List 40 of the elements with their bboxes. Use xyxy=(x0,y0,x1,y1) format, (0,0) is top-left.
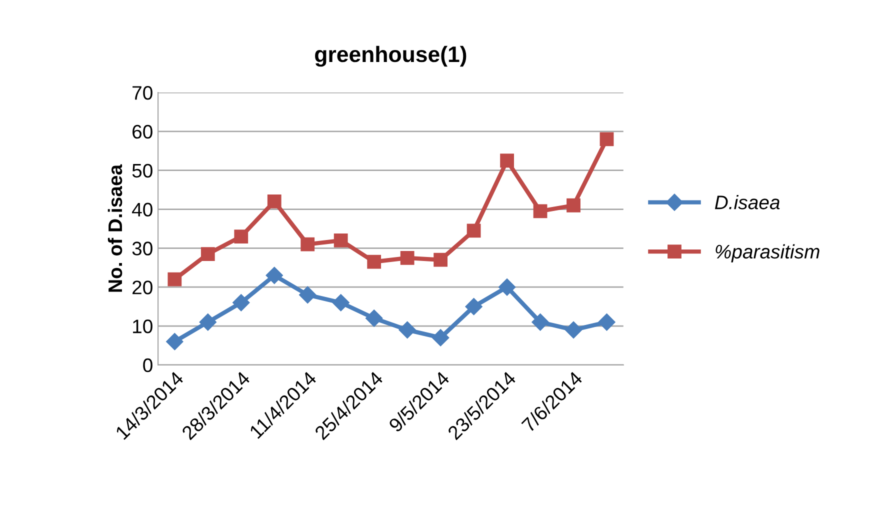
point xyxy=(466,224,481,238)
point xyxy=(367,254,382,269)
y-tick-label: 20 xyxy=(132,280,152,294)
point xyxy=(168,272,182,286)
point xyxy=(200,247,215,261)
y-tick-label: 0 xyxy=(143,358,152,372)
y-tick-label: 70 xyxy=(132,86,152,100)
point xyxy=(434,252,448,267)
y-tick-label: 40 xyxy=(132,202,152,217)
point xyxy=(232,294,250,312)
point xyxy=(532,314,549,331)
y-tick-label: 10 xyxy=(133,319,152,334)
point xyxy=(267,194,282,208)
point xyxy=(432,329,450,346)
point xyxy=(234,230,248,244)
point xyxy=(299,286,316,304)
point xyxy=(300,237,315,252)
point xyxy=(465,298,482,316)
point xyxy=(498,278,516,296)
point xyxy=(600,132,614,146)
point xyxy=(166,333,184,350)
point xyxy=(332,294,350,312)
legend-label: D.isaea xyxy=(714,195,780,210)
point xyxy=(533,204,548,218)
point xyxy=(366,310,383,327)
legend-label: %parasitism xyxy=(716,244,820,262)
y-tick-label: 50 xyxy=(132,164,152,178)
y-axis-title: No. of D.isaea xyxy=(108,164,122,292)
point xyxy=(398,321,416,338)
point xyxy=(400,250,414,265)
y-tick-label: 30 xyxy=(132,242,152,256)
point xyxy=(500,154,514,168)
point xyxy=(334,233,348,248)
chart-title: greenhouse(1) xyxy=(315,46,466,67)
point xyxy=(564,321,582,338)
point xyxy=(566,198,580,212)
point xyxy=(598,314,616,331)
point xyxy=(266,266,283,284)
point xyxy=(199,314,216,331)
y-tick-label: 60 xyxy=(132,124,152,139)
